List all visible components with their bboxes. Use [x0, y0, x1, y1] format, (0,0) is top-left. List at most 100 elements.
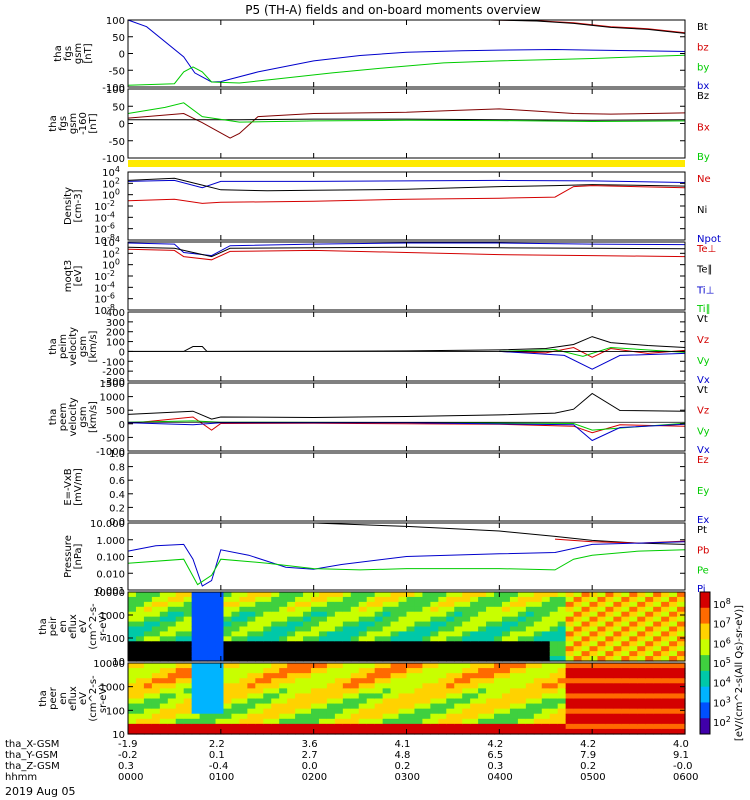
legend-pressure: Pb: [697, 545, 709, 556]
spec-cell: [135, 606, 145, 613]
spec-cell: [374, 611, 384, 618]
spec-cell: [509, 616, 519, 623]
spec-cell: [199, 723, 209, 730]
spec-cell: [406, 718, 416, 725]
legend-ve: Vx: [697, 445, 710, 456]
spec-cell: [151, 621, 161, 628]
spec-cell: [398, 636, 408, 642]
spec-cell: [191, 698, 201, 705]
spec-cell: [422, 698, 431, 705]
spec-cell: [207, 611, 217, 618]
spec-cell: [191, 601, 201, 608]
spec-cell: [573, 616, 583, 623]
spec-cell: [183, 592, 193, 598]
spec-cell: [517, 708, 527, 715]
spec-cell: [605, 668, 614, 674]
spec-cell: [390, 723, 400, 730]
spec-cell: [143, 606, 153, 613]
spec-cell: [605, 611, 614, 618]
spec-cell: [239, 678, 248, 684]
spec-cell: [255, 651, 264, 657]
spec-cell: [541, 641, 551, 647]
spec-cell: [438, 631, 447, 637]
spec-cell: [573, 713, 583, 720]
spec-cell: [446, 616, 455, 623]
spec-cell: [390, 678, 400, 684]
spec-cell: [342, 636, 352, 642]
y-tick-label: 0.0: [109, 517, 125, 528]
spec-cell: [255, 656, 264, 662]
spec-cell: [183, 673, 193, 679]
spec-cell: [159, 678, 169, 684]
colorbar-tick-label: 105: [713, 656, 731, 670]
spec-cell: [430, 636, 439, 642]
spec-cell: [143, 641, 153, 647]
spec-cell: [303, 611, 312, 618]
spec-cell: [191, 723, 201, 730]
spec-cell: [128, 616, 137, 623]
time-value: 4.0: [673, 739, 689, 750]
spec-cell: [295, 611, 304, 618]
spec-cell: [414, 673, 424, 679]
spec-cell: [501, 651, 511, 657]
spec-cell: [159, 693, 169, 700]
spec-cell: [398, 678, 408, 684]
spec-cell: [597, 601, 607, 608]
spec-cell: [629, 636, 638, 642]
spec-cell: [303, 601, 312, 608]
spec-cell: [191, 703, 201, 710]
spec-cell: [494, 616, 503, 623]
series-vi-Vy: [499, 346, 686, 357]
spec-cell: [247, 673, 256, 679]
series-density-Ni: [127, 177, 686, 192]
spec-cell: [199, 646, 209, 652]
spec-cell: [398, 656, 408, 662]
legend-temp: Te⊥: [696, 244, 716, 255]
colorbar-tick-label: 107: [713, 617, 731, 631]
spec-cell: [478, 656, 487, 662]
spec-cell: [143, 601, 153, 608]
series-temp-Ti⊥: [127, 242, 686, 257]
spec-cell: [231, 673, 240, 679]
spec-cell: [549, 601, 559, 608]
spec-cell: [342, 646, 352, 652]
time-value: -1.9: [118, 739, 138, 750]
spec-cell: [645, 596, 654, 603]
spec-cell: [223, 688, 233, 695]
spec-cell: [629, 611, 638, 618]
spec-cell: [390, 656, 400, 662]
spec-cell: [143, 668, 153, 674]
spec-cell: [430, 673, 439, 679]
y-label: tha: [53, 45, 64, 61]
spec-cell: [247, 616, 256, 623]
spec-cell: [501, 688, 511, 695]
spec-cell: [326, 636, 336, 642]
spec-cell: [231, 616, 240, 623]
y-label: [nPa]: [73, 543, 84, 569]
spec-cell: [255, 728, 264, 735]
spec-cell: [509, 621, 519, 628]
spec-cell: [366, 592, 376, 598]
spec-cell: [438, 656, 447, 662]
spec-cell: [494, 683, 503, 689]
spec-cell: [629, 668, 638, 674]
spec-cell: [207, 596, 217, 603]
spec-cell: [573, 683, 583, 689]
spec-cell: [581, 668, 591, 674]
spec-cell: [374, 703, 384, 710]
spec-cell: [414, 646, 424, 652]
spec-cell: [223, 656, 233, 662]
spec-cell: [247, 656, 256, 662]
spec-cell: [247, 592, 256, 598]
spec-cell: [390, 708, 400, 715]
spec-cell: [669, 641, 678, 647]
spec-cell: [517, 688, 527, 695]
spec-cell: [167, 596, 177, 603]
series-fgs_dsl-Bx: [127, 108, 686, 139]
spec-cell: [621, 646, 630, 652]
spec-cell: [128, 708, 137, 715]
spec-cell: [661, 698, 670, 705]
spec-cell: [255, 631, 264, 637]
spec-cell: [565, 718, 575, 725]
spec-cell: [350, 723, 360, 730]
